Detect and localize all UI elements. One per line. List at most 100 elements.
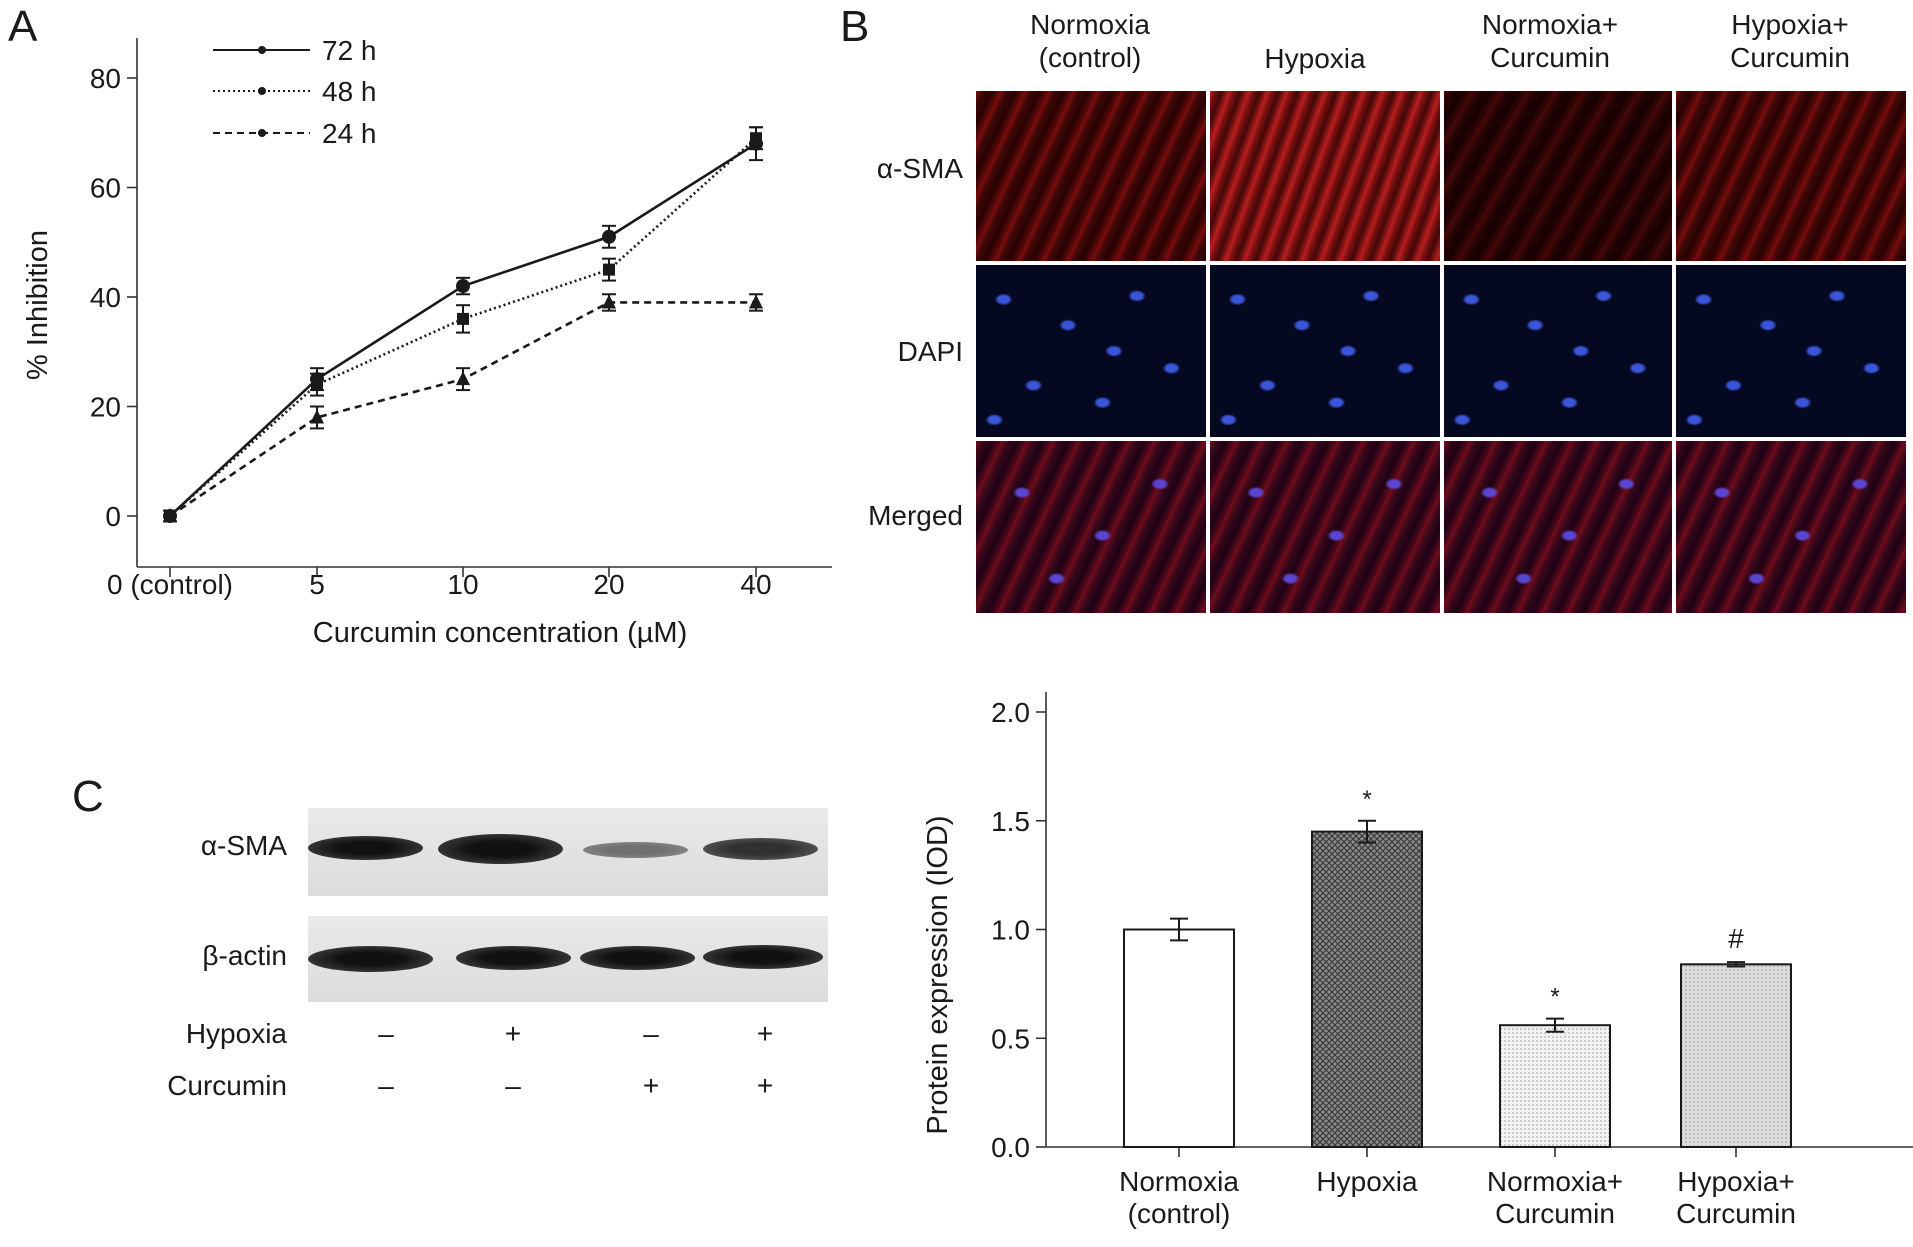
band-bactin-lane-3: [580, 946, 695, 970]
x-tick-label: Normoxia: [1119, 1166, 1239, 1197]
legend-label: 48 h: [322, 76, 377, 107]
panel-c-bar-chart: 0.0 0.5 1.0 1.5 2.0 Normoxia(control) Hypoxia N…: [922, 692, 1913, 1229]
condition-label-curcumin: Curcumin: [167, 1070, 287, 1101]
blot-strip-bactin: [308, 916, 828, 1002]
micrograph-dapi-normoxia-curcumin: [1444, 265, 1672, 437]
panel-a-x-axis-label: Curcumin concentration (µM): [313, 617, 688, 649]
row-label-asma: α-SMA: [876, 153, 963, 184]
curcumin-sign-lane-2: –: [505, 1070, 521, 1101]
y-tick-label: 60: [90, 173, 121, 204]
data-point: [163, 508, 177, 522]
micrograph-asma-hypoxia-curcumin: [1676, 91, 1906, 261]
legend-marker: [258, 46, 266, 54]
curcumin-sign-lane-1: –: [378, 1070, 394, 1101]
data-point: [750, 132, 762, 145]
row-label-dapi: DAPI: [897, 336, 963, 367]
bar: [1499, 1024, 1611, 1149]
band-bactin-lane-1: [308, 946, 433, 972]
hypoxia-sign-lane-2: +: [504, 1018, 522, 1049]
series-48h: [163, 126, 763, 523]
series-24h: [163, 293, 763, 523]
data-point: [311, 378, 323, 391]
hypoxia-sign-lane-1: –: [378, 1018, 394, 1049]
significance-marker: *: [1550, 984, 1559, 1011]
panel-a-y-axis-label: % Inhibition: [22, 230, 54, 380]
band-asma-lane-3: [583, 842, 688, 858]
data-point: [602, 229, 616, 244]
micrograph-asma-normoxia: [976, 91, 1206, 261]
column-label-normoxia-curcumin: Normoxia+ Curcumin: [1440, 8, 1660, 74]
y-tick-label: 20: [90, 392, 121, 423]
y-tick-label: 0: [105, 501, 121, 532]
band-asma-lane-4: [703, 838, 818, 860]
y-tick-label: 1.0: [991, 915, 1030, 946]
data-point: [456, 371, 470, 386]
panel-label-b: B: [840, 2, 870, 51]
y-tick-label: 1.5: [991, 806, 1030, 837]
x-tick-label: Hypoxia+: [1677, 1166, 1795, 1197]
data-point: [456, 279, 470, 294]
x-tick-label: Hypoxia: [1316, 1166, 1418, 1197]
band-bactin-lane-4: [703, 945, 823, 969]
panel-label-a: A: [8, 2, 38, 51]
legend-marker: [258, 129, 266, 137]
micrograph-dapi-normoxia: [976, 265, 1206, 437]
legend-label: 24 h: [322, 118, 377, 149]
band-asma-lane-1: [308, 836, 423, 860]
panel-c-bars: * * #: [1123, 786, 1792, 1149]
micrograph-asma-hypoxia: [1210, 91, 1440, 261]
bar: [1311, 830, 1423, 1148]
bar: [1123, 928, 1235, 1148]
column-label-text: Normoxia (control): [1030, 9, 1150, 73]
x-tick-label: 5: [309, 569, 325, 600]
column-label-hypoxia-curcumin: Hypoxia+ Curcumin: [1675, 8, 1905, 74]
panel-a-series: [163, 126, 763, 523]
y-tick-label: 40: [90, 282, 121, 313]
y-tick-label: 0.5: [991, 1023, 1030, 1054]
row-label-merged: Merged: [868, 500, 963, 531]
column-label-hypoxia: Hypoxia: [1205, 42, 1425, 75]
micrograph-merged-hypoxia-curcumin: [1676, 441, 1906, 613]
hypoxia-sign-lane-4: +: [756, 1018, 774, 1049]
y-tick-label: 2.0: [991, 697, 1030, 728]
data-point: [603, 263, 615, 276]
x-tick-label: 10: [447, 569, 478, 600]
blot-strip-asma: [308, 808, 828, 896]
blot-label-asma: α-SMA: [200, 830, 287, 861]
legend-marker: [258, 87, 266, 95]
micrograph-merged-normoxia: [976, 441, 1206, 613]
series-line: [169, 301, 756, 518]
significance-marker: #: [1728, 923, 1744, 954]
panel-label-c: C: [72, 772, 104, 821]
column-label-text: Hypoxia+ Curcumin: [1730, 9, 1850, 73]
y-tick-label: 0.0: [991, 1132, 1030, 1163]
band-asma-lane-2: [438, 834, 563, 864]
column-label-normoxia-control: Normoxia (control): [985, 8, 1195, 74]
x-tick-label: Curcumin: [1495, 1198, 1615, 1229]
x-tick-label: Curcumin: [1676, 1198, 1796, 1229]
micrograph-dapi-hypoxia: [1210, 265, 1440, 437]
micrograph-asma-normoxia-curcumin: [1444, 91, 1672, 261]
significance-marker: *: [1362, 786, 1371, 813]
data-point: [457, 312, 469, 325]
panel-c-axes: 0.0 0.5 1.0 1.5 2.0 Normoxia(control) Hypoxia N…: [991, 692, 1913, 1229]
data-point: [310, 409, 324, 424]
x-tick-label: 0 (control): [107, 569, 233, 600]
bar: [1680, 963, 1792, 1148]
legend-label: 72 h: [322, 35, 377, 66]
micrograph-merged-hypoxia: [1210, 441, 1440, 613]
x-tick-label: (control): [1128, 1198, 1231, 1229]
series-line: [169, 137, 757, 517]
hypoxia-sign-lane-3: –: [643, 1018, 659, 1049]
curcumin-sign-lane-4: +: [756, 1070, 774, 1101]
micrograph-merged-normoxia-curcumin: [1444, 441, 1672, 613]
condition-label-hypoxia: Hypoxia: [185, 1018, 287, 1049]
data-point: [749, 294, 763, 309]
micrograph-dapi-hypoxia-curcumin: [1676, 265, 1906, 437]
blot-label-bactin: β-actin: [202, 940, 287, 971]
data-point: [602, 294, 616, 309]
panel-a-legend: 72 h 48 h 24 h: [213, 35, 377, 149]
x-tick-label: Normoxia+: [1487, 1166, 1623, 1197]
curcumin-sign-lane-3: +: [642, 1070, 660, 1101]
x-tick-label: 20: [593, 569, 624, 600]
